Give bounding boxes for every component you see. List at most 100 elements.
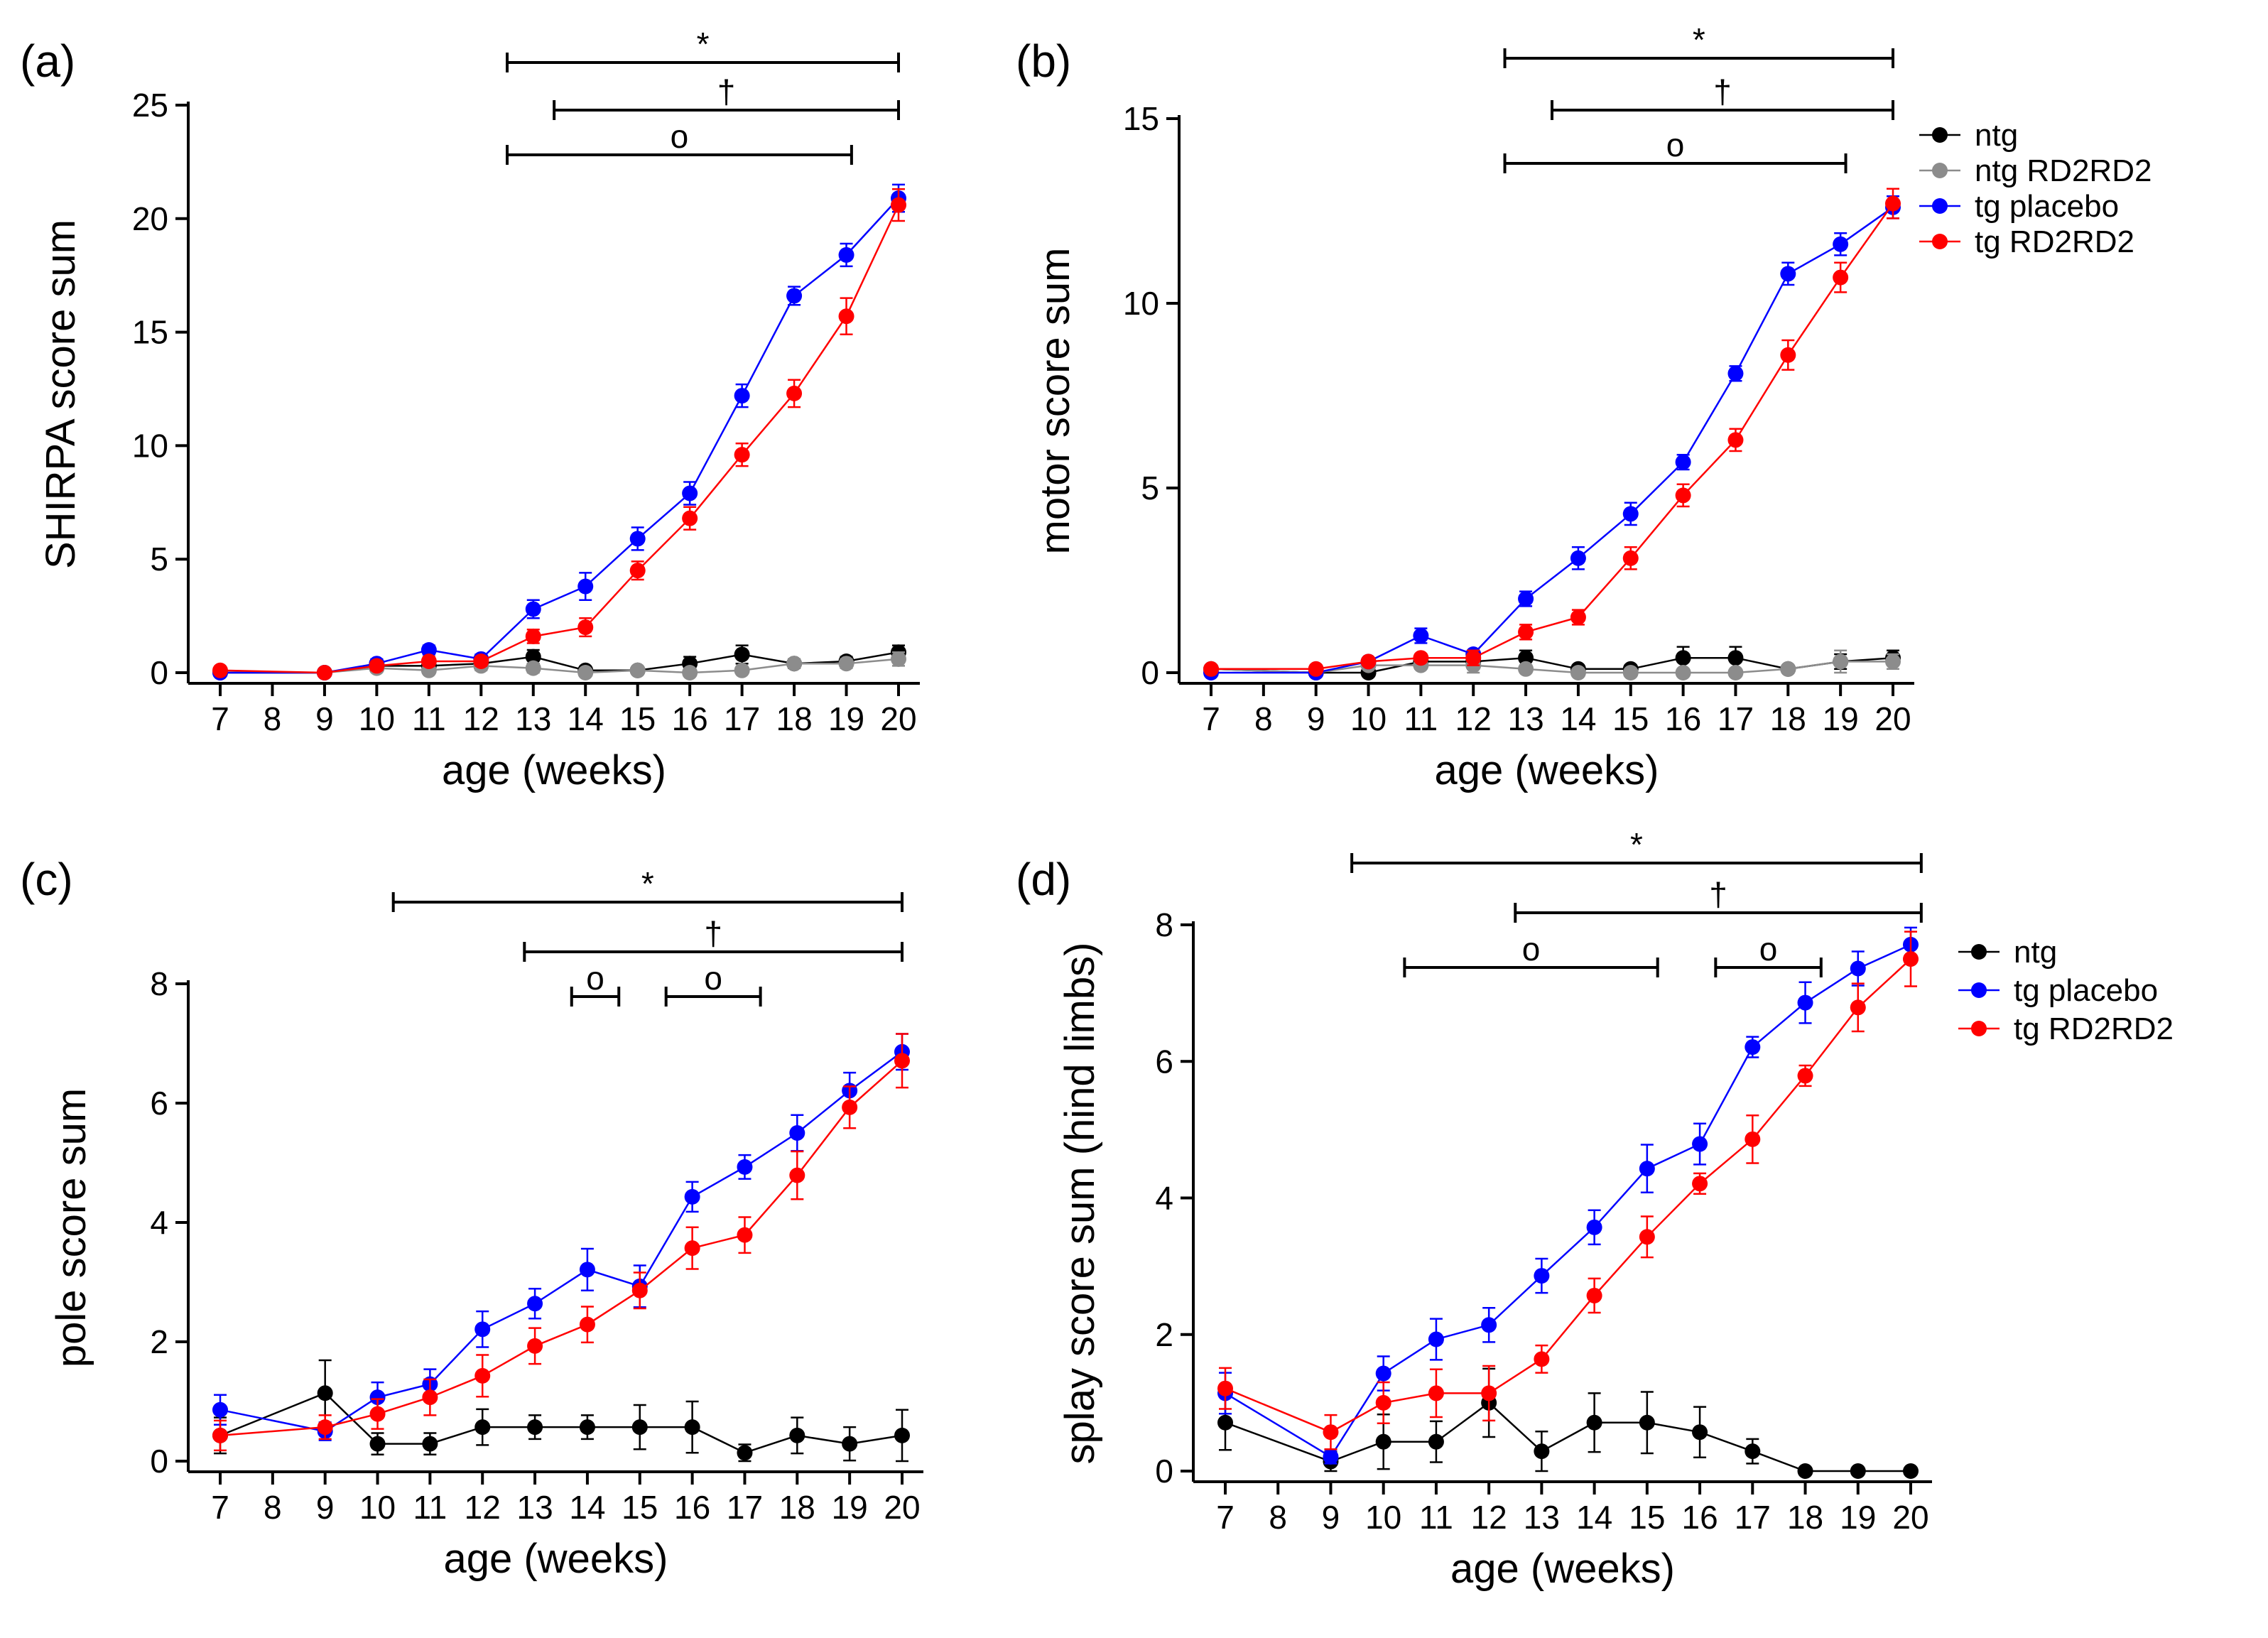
- significance-bracket: o: [1403, 931, 1659, 977]
- data-point: [1622, 665, 1639, 680]
- x-tick-label: 20: [884, 1489, 920, 1526]
- x-tick-label: 7: [1216, 1499, 1235, 1536]
- data-point: [1586, 1219, 1602, 1235]
- x-tick-label: 10: [359, 700, 395, 737]
- data-point: [737, 1227, 753, 1243]
- y-tick-label: 10: [132, 427, 168, 464]
- data-point: [1413, 628, 1429, 644]
- data-point: [1850, 1463, 1866, 1479]
- data-point: [1465, 650, 1482, 666]
- panel-label: (d): [1016, 854, 1071, 905]
- y-tick-label: 0: [1141, 654, 1159, 691]
- y-tick-label: 6: [150, 1085, 168, 1122]
- y-tick-label: 20: [132, 200, 168, 237]
- data-point: [786, 656, 803, 672]
- data-point: [1727, 665, 1744, 680]
- x-axis-title: age (weeks): [442, 747, 666, 793]
- data-point: [579, 1419, 595, 1436]
- data-point: [1675, 454, 1691, 470]
- data-point: [629, 662, 646, 678]
- data-point: [525, 601, 541, 617]
- data-point: [1323, 1424, 1339, 1441]
- data-point: [1639, 1414, 1655, 1431]
- series-line: [1225, 943, 1911, 1458]
- data-point: [527, 1296, 543, 1312]
- data-point: [1675, 665, 1691, 680]
- significance-bracket: †: [553, 73, 900, 120]
- data-point: [1323, 1448, 1339, 1465]
- data-point: [212, 1427, 228, 1443]
- data-point: [734, 388, 750, 404]
- data-point: [734, 646, 750, 663]
- x-tick-label: 15: [619, 700, 656, 737]
- data-point: [577, 619, 594, 636]
- panel-label: (b): [1016, 36, 1071, 87]
- data-point: [1727, 365, 1744, 381]
- data-point: [1518, 624, 1534, 640]
- series-ntg: [1203, 646, 1901, 680]
- data-point: [1797, 994, 1813, 1011]
- series-tg-placebo: [1203, 195, 1901, 680]
- data-point: [1534, 1351, 1550, 1367]
- significance-symbol: *: [1630, 826, 1643, 863]
- data-point: [786, 385, 803, 401]
- x-tick-label: 9: [1322, 1499, 1340, 1536]
- x-tick-label: 20: [880, 700, 916, 737]
- data-point: [1885, 195, 1901, 212]
- x-tick-label: 20: [1874, 700, 1911, 737]
- x-tick-label: 11: [412, 700, 446, 737]
- significance-bracket: *: [1350, 826, 1923, 873]
- y-tick-label: 0: [1155, 1453, 1173, 1490]
- data-point: [684, 1419, 700, 1436]
- data-point: [737, 1159, 753, 1175]
- x-tick-label: 16: [1665, 700, 1701, 737]
- data-point: [525, 660, 541, 676]
- data-point: [1639, 1229, 1655, 1245]
- data-point: [420, 642, 437, 658]
- data-point: [631, 1282, 648, 1298]
- data-point: [786, 288, 803, 304]
- legend-item: tg placebo: [1919, 189, 2119, 224]
- x-tick-label: 10: [359, 1489, 396, 1526]
- significance-symbol: †: [717, 73, 736, 110]
- data-point: [1428, 1433, 1444, 1450]
- x-tick-label: 15: [622, 1489, 658, 1526]
- y-axis-title: pole score sum: [48, 1088, 94, 1367]
- data-point: [1428, 1385, 1444, 1401]
- series-ntg: [1217, 1367, 1919, 1479]
- x-tick-label: 13: [1507, 700, 1543, 737]
- series-tg-RD2RD2: [212, 188, 906, 680]
- data-point: [1518, 591, 1534, 607]
- y-tick-label: 15: [1123, 100, 1159, 137]
- data-point: [1518, 661, 1534, 677]
- series-tg-placebo: [212, 183, 906, 680]
- data-point: [577, 578, 594, 595]
- data-point: [422, 1436, 438, 1452]
- data-point: [1217, 1380, 1233, 1396]
- significance-symbol: †: [704, 915, 722, 952]
- data-point: [734, 662, 750, 678]
- y-axis-title: splay score sum (hind limbs): [1057, 943, 1103, 1465]
- data-point: [1481, 1385, 1497, 1401]
- data-point: [579, 1316, 595, 1333]
- x-tick-label: 12: [463, 700, 499, 737]
- data-point: [1692, 1424, 1708, 1441]
- data-point: [474, 1419, 491, 1436]
- y-tick-label: 0: [150, 1443, 168, 1480]
- legend-label: tg placebo: [2014, 973, 2158, 1008]
- significance-symbol: *: [641, 865, 654, 902]
- data-point: [1780, 661, 1796, 677]
- data-point: [527, 1419, 543, 1436]
- data-point: [789, 1125, 805, 1141]
- data-point: [737, 1445, 753, 1461]
- data-point: [1797, 1068, 1813, 1084]
- data-point: [1375, 1394, 1391, 1411]
- data-point: [629, 563, 646, 579]
- x-axis-title: age (weeks): [1435, 747, 1659, 793]
- series-line: [219, 1060, 903, 1437]
- data-point: [631, 1419, 648, 1436]
- data-point: [1780, 266, 1796, 282]
- data-point: [1780, 347, 1796, 363]
